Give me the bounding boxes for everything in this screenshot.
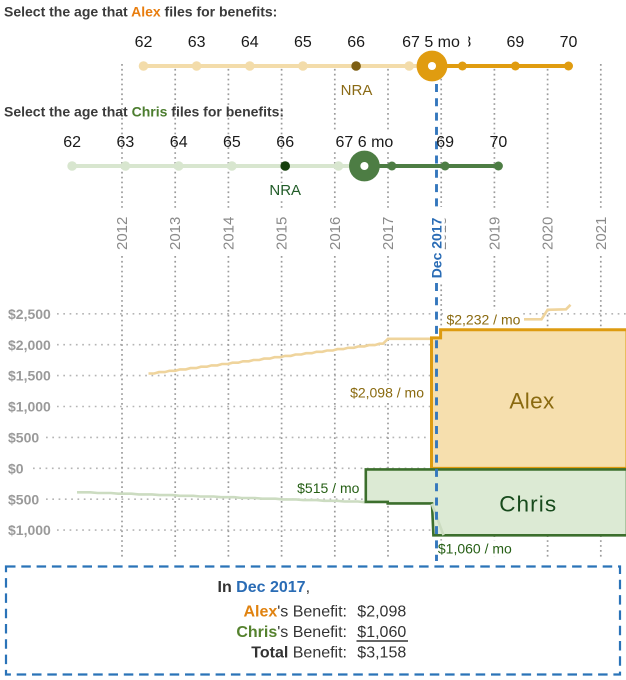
svg-text:2019: 2019 (486, 217, 503, 250)
svg-text:2014: 2014 (220, 217, 237, 250)
svg-text:Alex: Alex (509, 389, 555, 414)
svg-text:NRA: NRA (269, 182, 301, 199)
svg-text:$2,098 / mo: $2,098 / mo (350, 384, 424, 400)
svg-text:63: 63 (117, 134, 135, 151)
svg-text:67 5 mo: 67 5 mo (402, 34, 460, 51)
svg-text:69: 69 (436, 134, 454, 151)
svg-text:63: 63 (188, 34, 206, 51)
svg-text:64: 64 (170, 134, 188, 151)
svg-text:$1,000: $1,000 (8, 522, 51, 538)
svg-text:Dec 2017: Dec 2017 (429, 217, 445, 278)
svg-text:2013: 2013 (167, 217, 184, 250)
svg-text:NRA: NRA (341, 82, 373, 99)
svg-text:$2,098: $2,098 (357, 604, 406, 621)
svg-text:Select the age that Chris file: Select the age that Chris files for bene… (4, 104, 284, 120)
svg-text:$2,000: $2,000 (8, 337, 51, 353)
svg-text:67 6 mo: 67 6 mo (335, 134, 393, 151)
svg-text:$500: $500 (8, 430, 39, 446)
svg-text:Total Benefit:: Total Benefit: (251, 645, 347, 662)
svg-text:62: 62 (135, 34, 153, 51)
svg-text:70: 70 (560, 34, 578, 51)
svg-text:$500: $500 (8, 491, 39, 507)
svg-text:$1,000: $1,000 (8, 399, 51, 415)
svg-text:69: 69 (507, 34, 525, 51)
svg-text:$3,158: $3,158 (357, 645, 406, 662)
svg-text:66: 66 (347, 34, 365, 51)
svg-text:2012: 2012 (114, 217, 131, 250)
svg-text:$1,060: $1,060 (357, 624, 406, 641)
svg-text:Chris's Benefit:: Chris's Benefit: (236, 624, 347, 641)
svg-text:$2,500: $2,500 (8, 306, 51, 322)
svg-text:Chris: Chris (499, 491, 557, 516)
svg-text:2015: 2015 (274, 217, 291, 250)
svg-text:In Dec 2017,: In Dec 2017, (218, 579, 311, 596)
svg-text:Alex's Benefit:: Alex's Benefit: (243, 604, 347, 621)
svg-text:$0: $0 (8, 460, 24, 476)
svg-text:2020: 2020 (540, 217, 557, 250)
svg-text:65: 65 (294, 34, 312, 51)
svg-text:62: 62 (63, 134, 81, 151)
svg-text:64: 64 (241, 34, 259, 51)
svg-text:65: 65 (223, 134, 241, 151)
svg-text:2021: 2021 (593, 217, 610, 250)
svg-text:$2,232 / mo: $2,232 / mo (446, 311, 520, 327)
svg-text:$515 / mo: $515 / mo (297, 480, 359, 496)
svg-text:70: 70 (490, 134, 508, 151)
svg-text:Select the age that Alex files: Select the age that Alex files for benef… (4, 4, 277, 20)
svg-text:$1,060 / mo: $1,060 / mo (438, 540, 512, 556)
svg-text:2017: 2017 (380, 217, 397, 250)
svg-text:66: 66 (276, 134, 294, 151)
svg-text:2016: 2016 (327, 217, 344, 250)
svg-text:$1,500: $1,500 (8, 368, 51, 384)
